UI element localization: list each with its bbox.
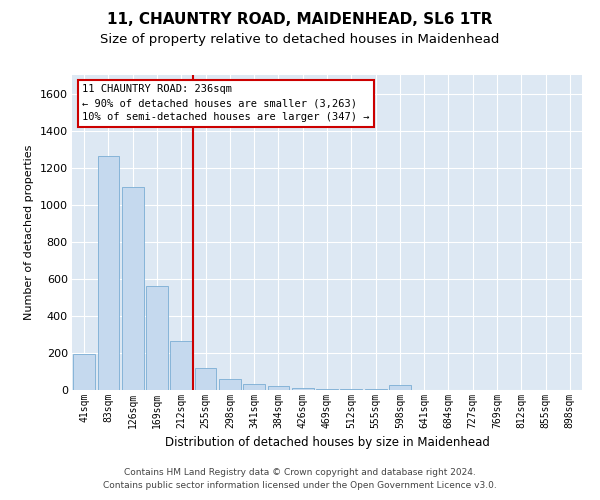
Bar xyxy=(73,354,95,390)
Bar xyxy=(316,388,338,390)
Bar xyxy=(194,368,217,390)
Bar xyxy=(170,341,192,390)
Bar xyxy=(340,389,362,390)
Bar xyxy=(122,187,143,390)
Text: 11, CHAUNTRY ROAD, MAIDENHEAD, SL6 1TR: 11, CHAUNTRY ROAD, MAIDENHEAD, SL6 1TR xyxy=(107,12,493,28)
Bar xyxy=(268,386,289,390)
Bar xyxy=(146,286,168,390)
Text: Contains HM Land Registry data © Crown copyright and database right 2024.: Contains HM Land Registry data © Crown c… xyxy=(124,468,476,477)
Text: Size of property relative to detached houses in Maidenhead: Size of property relative to detached ho… xyxy=(100,32,500,46)
Bar xyxy=(243,384,265,390)
Bar xyxy=(219,379,241,390)
Bar xyxy=(97,156,119,390)
Text: 11 CHAUNTRY ROAD: 236sqm
← 90% of detached houses are smaller (3,263)
10% of sem: 11 CHAUNTRY ROAD: 236sqm ← 90% of detach… xyxy=(82,84,370,122)
Bar xyxy=(389,386,411,390)
Text: Distribution of detached houses by size in Maidenhead: Distribution of detached houses by size … xyxy=(164,436,490,449)
Y-axis label: Number of detached properties: Number of detached properties xyxy=(24,145,34,320)
Text: Contains public sector information licensed under the Open Government Licence v3: Contains public sector information licen… xyxy=(103,480,497,490)
Bar xyxy=(292,388,314,390)
